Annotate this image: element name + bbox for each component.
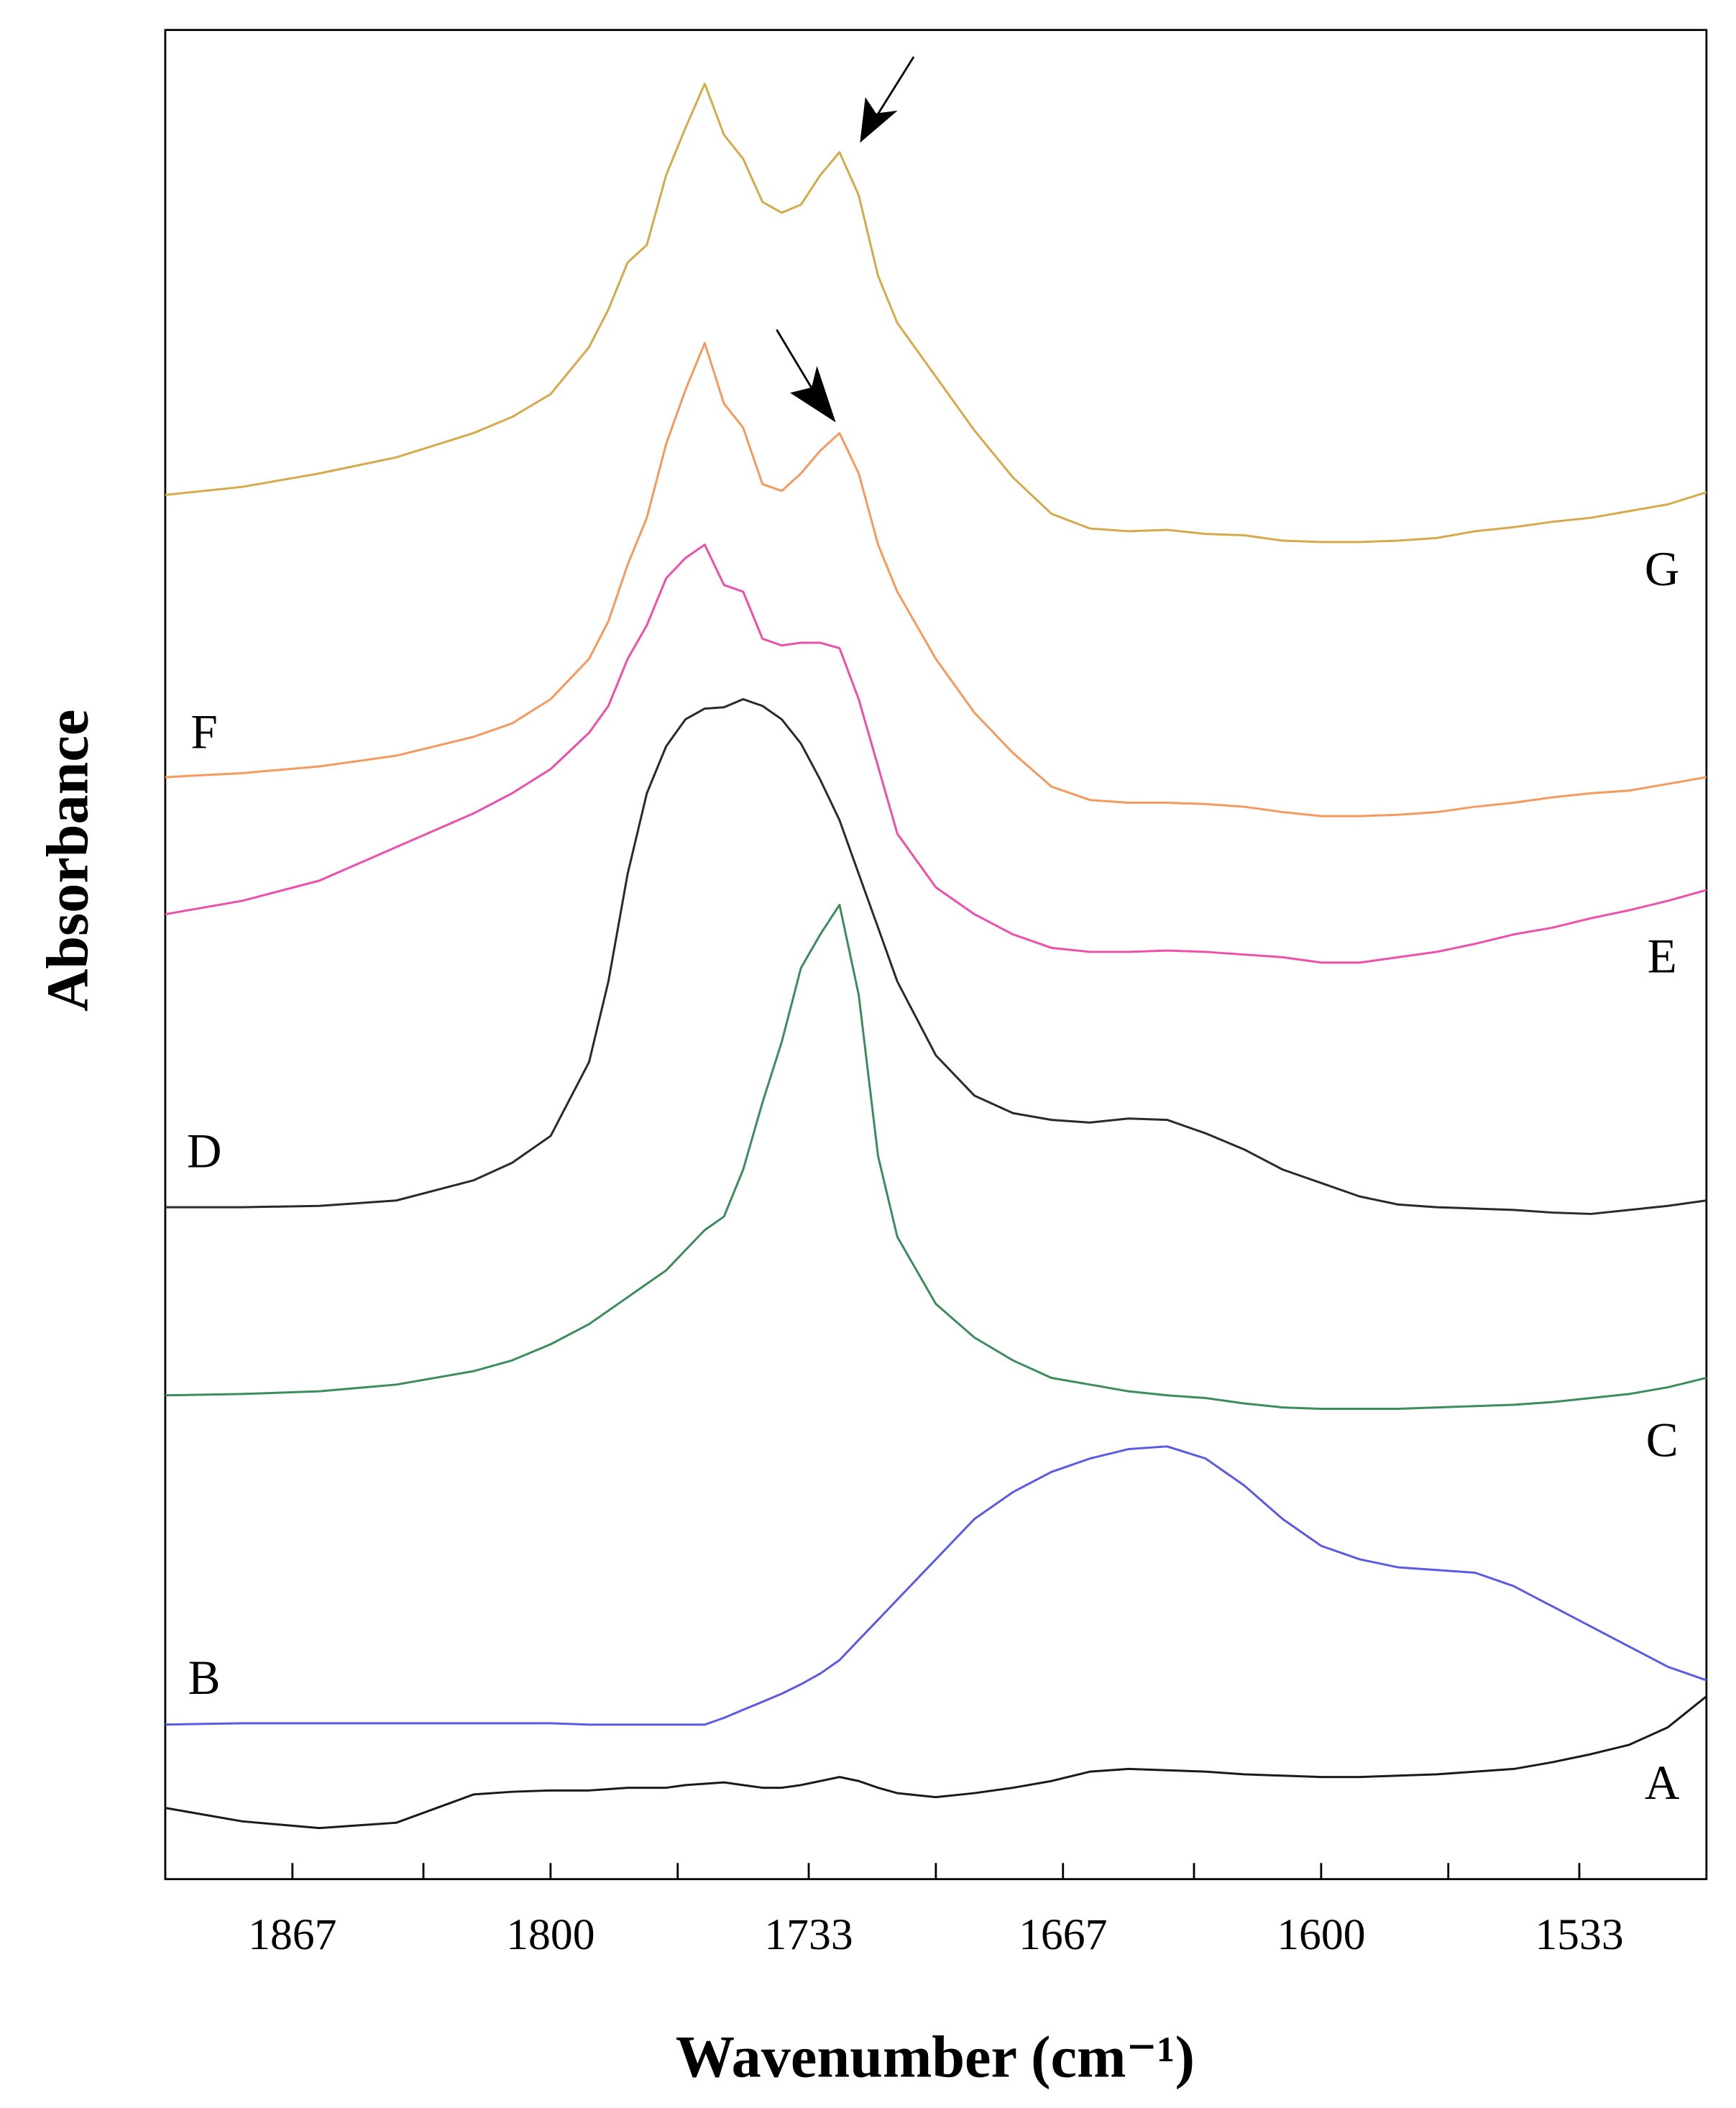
- arrow: [860, 56, 915, 143]
- x-tick-label: 1800: [506, 1910, 594, 1959]
- spectrum-line: [165, 904, 1707, 1410]
- series-label: E: [1648, 929, 1677, 983]
- spectrum-line: [165, 544, 1707, 964]
- series-label: F: [190, 705, 217, 759]
- spectrum-line: [165, 698, 1707, 1215]
- series-label: A: [1645, 1756, 1680, 1810]
- arrow-head: [860, 97, 898, 143]
- spectrum-line: [165, 1695, 1707, 1830]
- x-axis-title: Wavenumber (cm⁻¹): [676, 2024, 1195, 2089]
- series-label: C: [1646, 1413, 1678, 1467]
- series-label: G: [1645, 542, 1680, 596]
- spectrum-line: [165, 1445, 1707, 1726]
- x-tick-label: 1600: [1277, 1910, 1365, 1959]
- x-tick-label: 1733: [764, 1910, 853, 1959]
- series-label: B: [188, 1651, 221, 1705]
- arrow-shaft: [872, 56, 915, 122]
- x-tick-label: 1533: [1535, 1910, 1623, 1959]
- arrow-head: [790, 365, 836, 423]
- x-tick-label: 1867: [248, 1910, 336, 1959]
- y-axis-title: Absorbance: [35, 710, 101, 1012]
- arrow-shaft: [776, 329, 818, 398]
- series-label: D: [187, 1124, 222, 1178]
- x-tick-label: 1667: [1019, 1910, 1107, 1959]
- arrow: [776, 329, 836, 423]
- spectrum-line: [165, 342, 1707, 817]
- plot-frame: [164, 29, 1708, 1881]
- spectrum-line: [165, 82, 1707, 544]
